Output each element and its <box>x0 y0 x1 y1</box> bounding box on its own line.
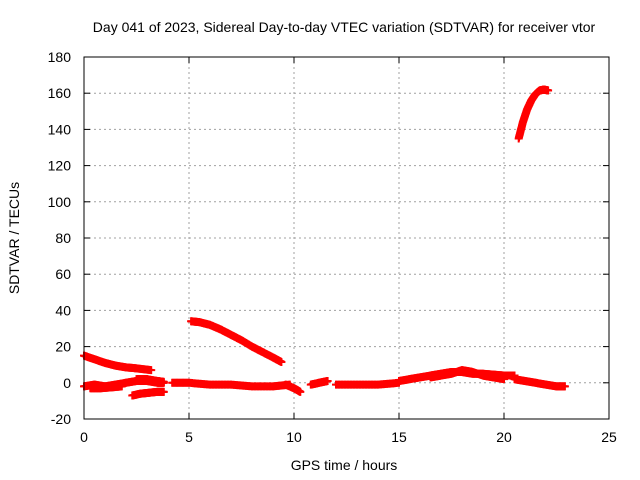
y-tick-label: 120 <box>48 158 72 174</box>
y-tick-label: 80 <box>55 230 71 246</box>
x-tick-label: 5 <box>185 429 193 445</box>
y-axis-title: SDTVAR / TECUs <box>6 182 22 294</box>
x-axis-tick-labels: 0 5 10 15 20 25 <box>80 429 617 445</box>
data-point <box>159 387 168 396</box>
x-tick-label: 10 <box>286 429 302 445</box>
y-tick-label: -20 <box>51 411 71 427</box>
data-point <box>147 366 156 375</box>
series-arc-8 <box>281 380 305 396</box>
series-arc-3 <box>86 382 126 393</box>
y-tick-label: 160 <box>48 85 72 101</box>
y-tick-label: 40 <box>55 302 71 318</box>
y-tick-label: 100 <box>48 194 72 210</box>
data-point <box>117 382 126 391</box>
data-point <box>544 86 553 95</box>
y-tick-label: 60 <box>55 266 71 282</box>
series-arc-13 <box>510 375 569 391</box>
series-arc-12 <box>426 366 508 384</box>
y-tick-label: 0 <box>63 375 71 391</box>
data-point <box>560 382 569 391</box>
series-arc-10 <box>332 378 403 389</box>
data-point <box>323 376 332 385</box>
x-tick-label: 0 <box>80 429 88 445</box>
series-arc-1 <box>80 351 156 375</box>
plot-frame <box>83 56 610 420</box>
x-axis-title: GPS time / hours <box>291 457 398 473</box>
series-arc-5 <box>132 375 168 386</box>
y-tick-label: 180 <box>48 49 72 65</box>
series-arc-14 <box>514 85 553 143</box>
y-tick-label: 140 <box>48 121 72 137</box>
series-arc-9 <box>306 376 332 389</box>
data-points <box>80 85 569 400</box>
x-tick-label: 20 <box>496 429 512 445</box>
series-arc-4 <box>128 387 168 400</box>
data-point <box>500 375 508 384</box>
y-axis-tick-labels: -20 0 20 40 60 80 100 120 140 160 180 <box>48 49 72 427</box>
y-tick-label: 20 <box>55 339 71 355</box>
data-point <box>159 377 168 386</box>
series-arc-7 <box>187 317 286 366</box>
data-point <box>277 357 286 366</box>
x-tick-label: 25 <box>601 429 617 445</box>
chart-title: Day 041 of 2023, Sidereal Day-to-day VTE… <box>93 19 596 35</box>
data-point <box>296 387 305 396</box>
grid-lines <box>84 57 609 419</box>
x-tick-label: 15 <box>391 429 407 445</box>
